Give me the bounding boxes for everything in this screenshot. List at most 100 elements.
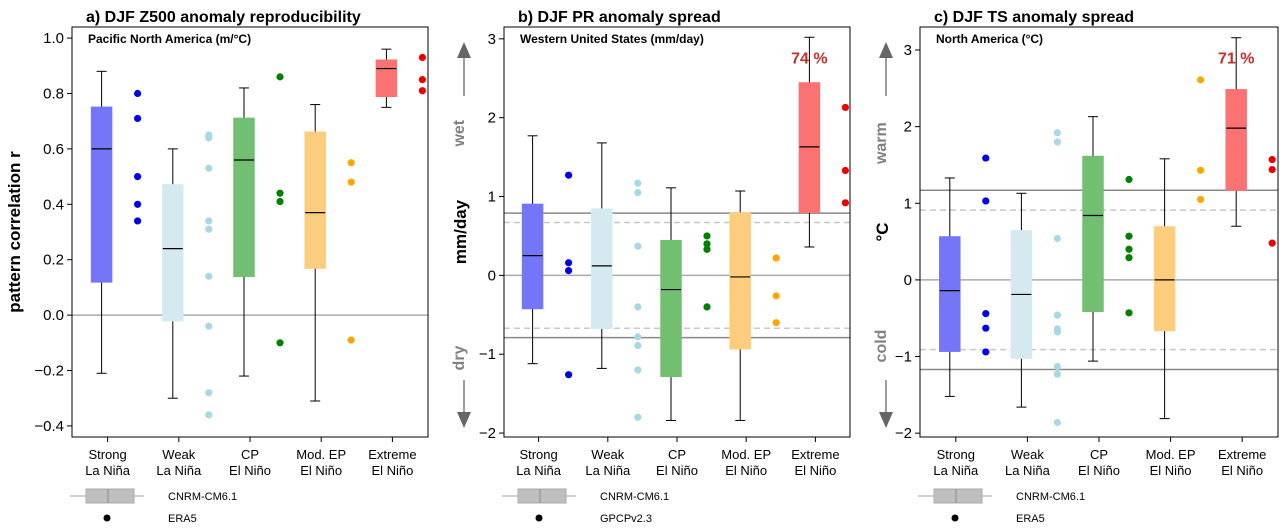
y-tick-label: −1 [895,349,912,366]
x-tick-label: La Niña [156,463,202,478]
x-tick-label: El Niño [725,463,767,478]
box-1 [591,208,613,329]
observation-point [134,217,142,225]
lower-direction-label: cold [873,330,890,363]
observation-point [276,73,284,81]
y-tick-label: 0 [488,267,496,284]
observation-point [1125,254,1133,262]
observation-point [772,319,780,327]
x-tick-label: Extreme [368,447,416,462]
observation-point [634,188,642,197]
observation-point [841,103,850,112]
observation-point [1197,76,1205,84]
observation-point [982,324,990,332]
observation-point [1125,232,1133,240]
box-0 [90,106,113,283]
legend-label: GPCPv2.3 [600,513,652,525]
x-tick-label: Weak [162,447,195,462]
legend-dot-marker [103,514,111,522]
observation-point [1053,370,1061,378]
legend-label: CNRM-CM6.1 [600,491,669,503]
observation-point [1268,239,1276,247]
observation-point [565,171,573,179]
x-tick-label: El Niño [794,463,836,478]
legend-label: CNRM-CM6.1 [168,491,237,503]
observation-point [634,333,642,341]
observation-point [772,254,780,262]
box-2 [1082,155,1104,313]
x-tick-label: Extreme [791,447,839,462]
legend-box-marker [517,488,567,504]
observation-point [703,245,711,253]
upper-direction-label: wet [451,119,468,147]
x-tick-label: La Niña [585,463,631,478]
observation-point [418,76,426,84]
y-axis-label: °C [873,222,892,241]
box-4 [375,59,398,98]
panel-subtitle: Western United States (mm/day) [520,32,704,46]
observation-point [134,200,142,208]
observation-point [1125,175,1133,184]
observation-point [634,179,642,187]
observation-point [982,310,990,318]
x-tick-label: La Niña [85,463,131,478]
y-tick-label: −2 [479,425,496,442]
box-4 [1225,89,1247,191]
x-tick-label: El Niño [1078,463,1120,478]
x-tick-label: El Niño [1150,463,1192,478]
x-tick-label: El Niño [371,463,413,478]
observation-point [205,389,213,397]
legend-dot-marker [535,514,543,522]
x-tick-label: Extreme [1218,447,1266,462]
panel-title: c) DJF TS anomaly spread [934,9,1134,26]
x-tick-label: CP [668,447,686,462]
y-tick-label: −1 [479,346,496,363]
box-3 [729,212,751,350]
observation-point [205,134,213,142]
observation-point [1125,245,1133,253]
observation-point [205,217,213,225]
y-tick-label: 0.6 [43,141,64,158]
down-arrow-head [879,412,893,428]
observation-point [1197,166,1205,174]
y-tick-label: 2 [488,110,496,127]
legend-label: ERA5 [168,513,197,525]
box-3 [304,131,326,269]
y-axis-label: pattern correlation r [5,151,24,313]
down-arrow-head [457,412,471,428]
observation-point [703,240,711,248]
y-tick-label: 1.0 [43,30,64,47]
observation-point [347,336,355,344]
observation-point [1053,328,1061,336]
observation-point [565,371,573,379]
legend-dot-marker [951,514,959,522]
box-0 [521,203,544,310]
observation-point [205,322,213,330]
y-tick-label: 0 [904,272,912,289]
observation-point [982,197,990,205]
observation-point [634,341,642,350]
x-tick-label: La Niña [1005,463,1051,478]
x-tick-label: El Niño [229,463,271,478]
observation-point [347,178,355,186]
y-tick-label: 0.8 [43,85,64,102]
y-tick-label: 0.2 [43,252,64,269]
observation-point [1053,138,1061,146]
observation-point [134,89,142,98]
observation-point [1053,129,1061,137]
percent-annotation: 74 % [791,50,827,67]
legend-label: CNRM-CM6.1 [1016,491,1085,503]
percent-annotation: 71 % [1218,51,1254,68]
observation-point [276,339,284,347]
observation-point [276,197,284,206]
observation-point [703,303,711,311]
observation-point [134,172,142,181]
legend-label: ERA5 [1016,513,1045,525]
y-tick-label: 1 [488,189,496,206]
observation-point [982,154,990,162]
y-tick-label: −0.4 [34,418,64,435]
y-tick-label: −2 [895,425,912,442]
x-tick-label: La Niña [933,463,979,478]
observation-point [276,189,284,197]
